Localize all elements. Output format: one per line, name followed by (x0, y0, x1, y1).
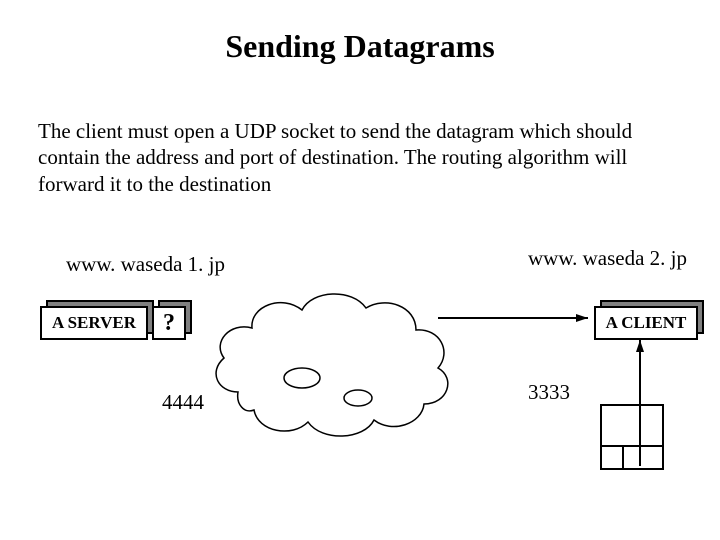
slide-title: Sending Datagrams (0, 28, 720, 65)
spawn-box-face: ? (152, 306, 186, 340)
device-box-divider (622, 445, 624, 470)
client-box-caption: A CLIENT (596, 308, 696, 338)
network-cloud-icon (216, 294, 448, 436)
server-box: A SERVER (40, 300, 154, 340)
server-host-label: www. waseda 1. jp (66, 252, 225, 277)
arrow-cloud-to-client (438, 314, 588, 322)
cloud-outline (216, 294, 448, 436)
client-box: A CLIENT (594, 300, 704, 340)
cloud-inner-ellipse (284, 368, 320, 388)
slide-body-text: The client must open a UDP socket to sen… (38, 118, 678, 197)
client-port-label: 3333 (528, 380, 570, 405)
server-port-label: 4444 (162, 390, 204, 415)
device-box (600, 404, 664, 470)
client-box-face: A CLIENT (594, 306, 698, 340)
spawn-box-caption: ? (154, 308, 184, 338)
cloud-inner-ellipse (344, 390, 372, 406)
client-host-label: www. waseda 2. jp (528, 246, 687, 271)
device-box-outer (600, 404, 664, 470)
server-box-caption: A SERVER (42, 308, 146, 338)
spawn-box: ? (152, 300, 192, 340)
device-box-slot (600, 445, 664, 447)
server-box-face: A SERVER (40, 306, 148, 340)
